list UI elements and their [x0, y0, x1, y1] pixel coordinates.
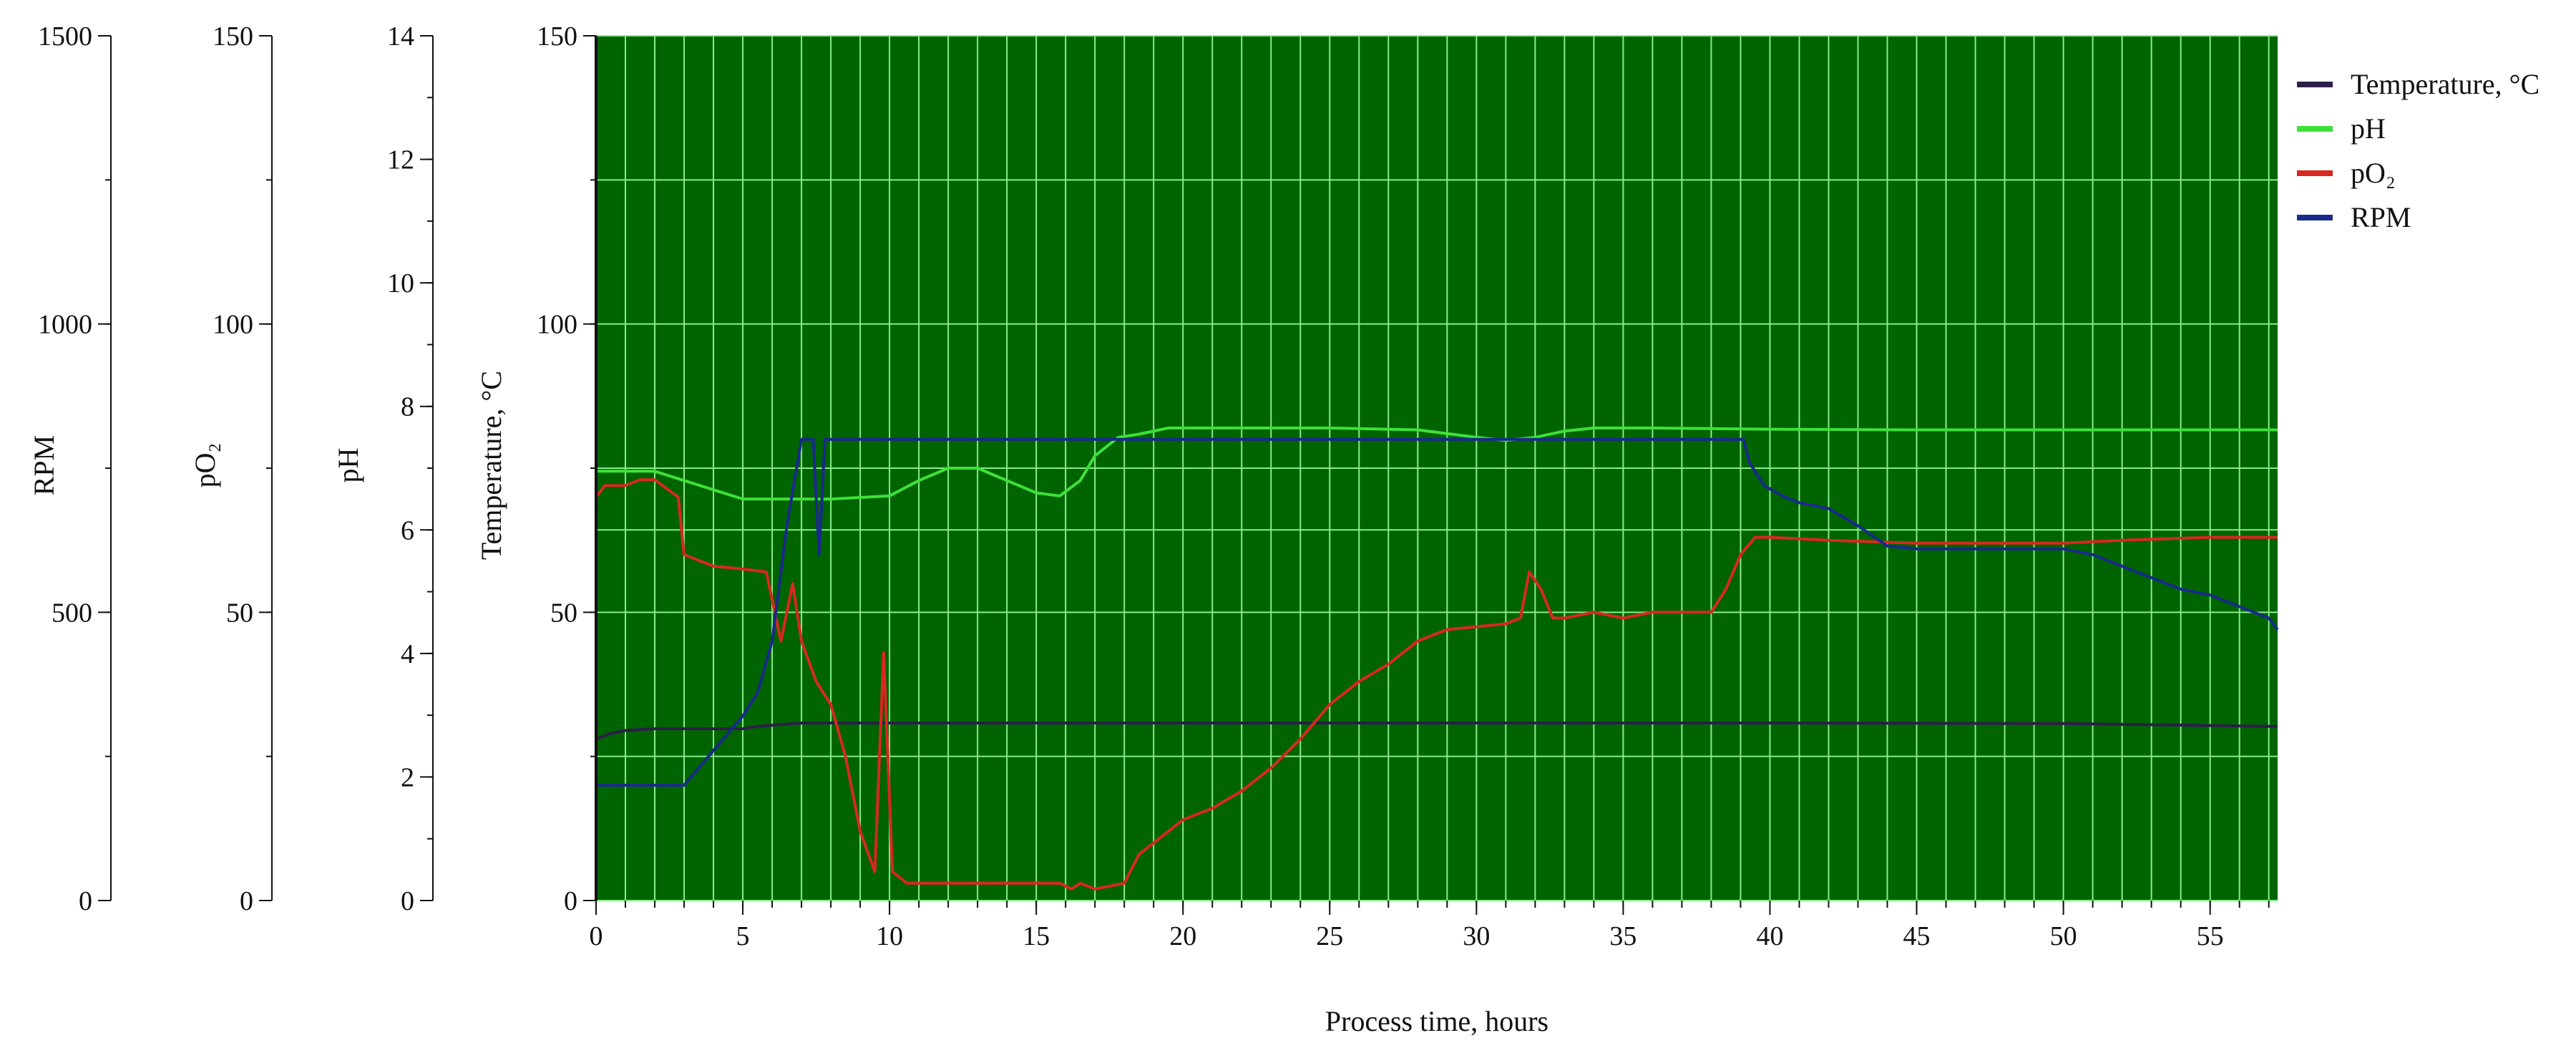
rpm-tick-label: 1500	[38, 21, 92, 52]
ph-axis: 0 2 4 6 8 10 12 14 pH	[332, 21, 434, 916]
ph-tick-label: 8	[401, 392, 414, 422]
x-tick-label: 30	[1463, 921, 1490, 951]
po2-tick-label: 50	[226, 598, 253, 628]
x-tick-label: 15	[1023, 921, 1050, 951]
x-tick-label: 35	[1609, 921, 1636, 951]
series-line-po2	[595, 478, 2278, 891]
legend-label-po2: pO₂	[2351, 157, 2396, 189]
temperature-tick-label: 100	[537, 310, 577, 340]
legend: Temperature, °C pH pO₂ RPM	[2297, 68, 2540, 233]
ph-tick-label: 2	[401, 762, 414, 792]
po2-tick-label: 100	[213, 310, 253, 340]
legend-label-temperature: Temperature, °C	[2351, 68, 2540, 100]
series-line-temperature	[595, 722, 2278, 741]
po2-axis: 0 50 100 150 pO₂	[189, 21, 273, 916]
po2-axis-title: pO₂	[189, 443, 221, 488]
rpm-tick-label: 1000	[38, 310, 92, 340]
rpm-axis-title: RPM	[28, 435, 60, 496]
ph-tick-label: 0	[401, 886, 414, 916]
legend-label-rpm: RPM	[2351, 201, 2411, 233]
ph-axis-title: pH	[332, 448, 364, 483]
x-tick-label: 25	[1316, 921, 1343, 951]
x-tick-label: 10	[876, 921, 903, 951]
x-tick-label: 45	[1903, 921, 1931, 951]
rpm-tick-label: 0	[79, 886, 92, 916]
series-line-rpm	[596, 437, 2279, 787]
ph-tick-label: 4	[401, 639, 414, 669]
rpm-tick-label: 500	[52, 598, 92, 628]
ph-tick-label: 6	[401, 515, 414, 545]
x-tick-label: 55	[2197, 921, 2224, 951]
x-tick-label: 5	[736, 921, 750, 951]
po2-tick-label: 150	[213, 21, 253, 52]
temperature-tick-label: 150	[537, 21, 577, 52]
x-tick-label: 20	[1169, 921, 1196, 951]
x-tick-label: 40	[1756, 921, 1783, 951]
temperature-tick-label: 50	[550, 598, 577, 628]
x-tick-label: 50	[2050, 921, 2077, 951]
ph-tick-label: 12	[387, 145, 414, 175]
ph-tick-label: 14	[387, 21, 414, 52]
x-tick-label: 0	[590, 921, 603, 951]
temperature-axis-title: Temperature, °C	[475, 371, 507, 560]
ph-tick-label: 10	[387, 268, 414, 299]
temperature-tick-label: 0	[564, 886, 577, 916]
legend-label-ph: pH	[2351, 112, 2386, 145]
po2-tick-label: 0	[240, 886, 253, 916]
rpm-axis: 0 500 1000 1500 RPM	[28, 21, 112, 916]
x-axis-title: Process time, hours	[1325, 1005, 1548, 1037]
